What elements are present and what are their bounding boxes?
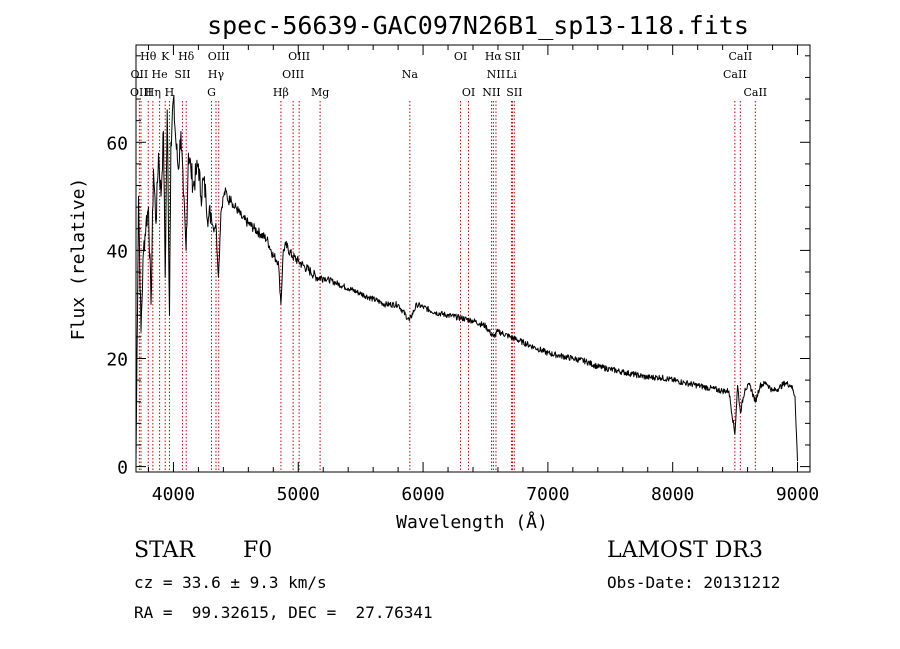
x-tick-label: 4000 bbox=[152, 484, 195, 505]
line-label: SII bbox=[506, 86, 522, 99]
line-label: OIII bbox=[208, 50, 230, 63]
object-class: STAR bbox=[134, 538, 195, 563]
x-tick-label: 8000 bbox=[651, 484, 694, 505]
object-subclass: F0 bbox=[243, 538, 273, 563]
line-label: SII bbox=[174, 68, 190, 81]
line-label: OIII bbox=[282, 68, 304, 81]
y-tick-label: 40 bbox=[106, 241, 128, 262]
line-label: Hγ bbox=[208, 68, 225, 81]
spectral-line-markers bbox=[138, 101, 756, 472]
line-label: Hβ bbox=[273, 86, 289, 99]
y-axis: 0 20 40 60 bbox=[106, 55, 810, 479]
line-label: OIII bbox=[130, 86, 152, 99]
x-axis-label: Wavelength (Å) bbox=[396, 511, 548, 533]
line-label: OI bbox=[454, 50, 467, 63]
y-tick-label: 0 bbox=[117, 458, 128, 479]
line-label: G bbox=[207, 86, 216, 99]
survey-name: LAMOST DR3 bbox=[607, 538, 763, 563]
line-label: K bbox=[161, 50, 170, 63]
x-tick-label: 5000 bbox=[277, 484, 320, 505]
chart-title: spec-56639-GAC097N26B1_sp13-118.fits bbox=[207, 11, 749, 40]
y-tick-label: 20 bbox=[106, 349, 128, 370]
line-label: NII bbox=[482, 86, 500, 99]
line-label: He bbox=[152, 68, 168, 81]
x-tick-label: 6000 bbox=[401, 484, 444, 505]
line-label: OIII bbox=[288, 50, 310, 63]
redshift-cz: cz = 33.6 ± 9.3 km/s bbox=[134, 573, 327, 592]
line-label: Mg bbox=[311, 86, 329, 99]
line-label: Hη bbox=[145, 86, 161, 99]
flux-series bbox=[135, 94, 798, 462]
ra-dec-coordinates: RA = 99.32615, DEC = 27.76341 bbox=[134, 603, 433, 622]
plot-frame bbox=[135, 44, 811, 473]
line-label: CaII bbox=[723, 68, 747, 81]
y-axis-label: Flux (relative) bbox=[68, 178, 89, 341]
line-label: OI bbox=[462, 86, 475, 99]
line-label: Li bbox=[506, 68, 517, 81]
line-label: OII bbox=[131, 68, 149, 81]
x-tick-label: 7000 bbox=[526, 484, 569, 505]
line-label: CaII bbox=[743, 86, 767, 99]
line-label: Hα bbox=[485, 50, 503, 63]
x-axis: 4000 5000 6000 7000 8000 9000 bbox=[147, 45, 819, 505]
line-label: SII bbox=[504, 50, 520, 63]
x-tick-label: 9000 bbox=[776, 484, 819, 505]
observation-date: Obs-Date: 20131212 bbox=[607, 573, 781, 592]
line-label: NII bbox=[487, 68, 505, 81]
flux-line bbox=[135, 94, 798, 462]
line-label: CaII bbox=[729, 50, 753, 63]
line-label: Hδ bbox=[178, 50, 195, 63]
line-label: H bbox=[165, 86, 175, 99]
y-tick-label: 60 bbox=[106, 133, 128, 154]
line-label: Hθ bbox=[140, 50, 157, 63]
line-label: Na bbox=[402, 68, 419, 81]
